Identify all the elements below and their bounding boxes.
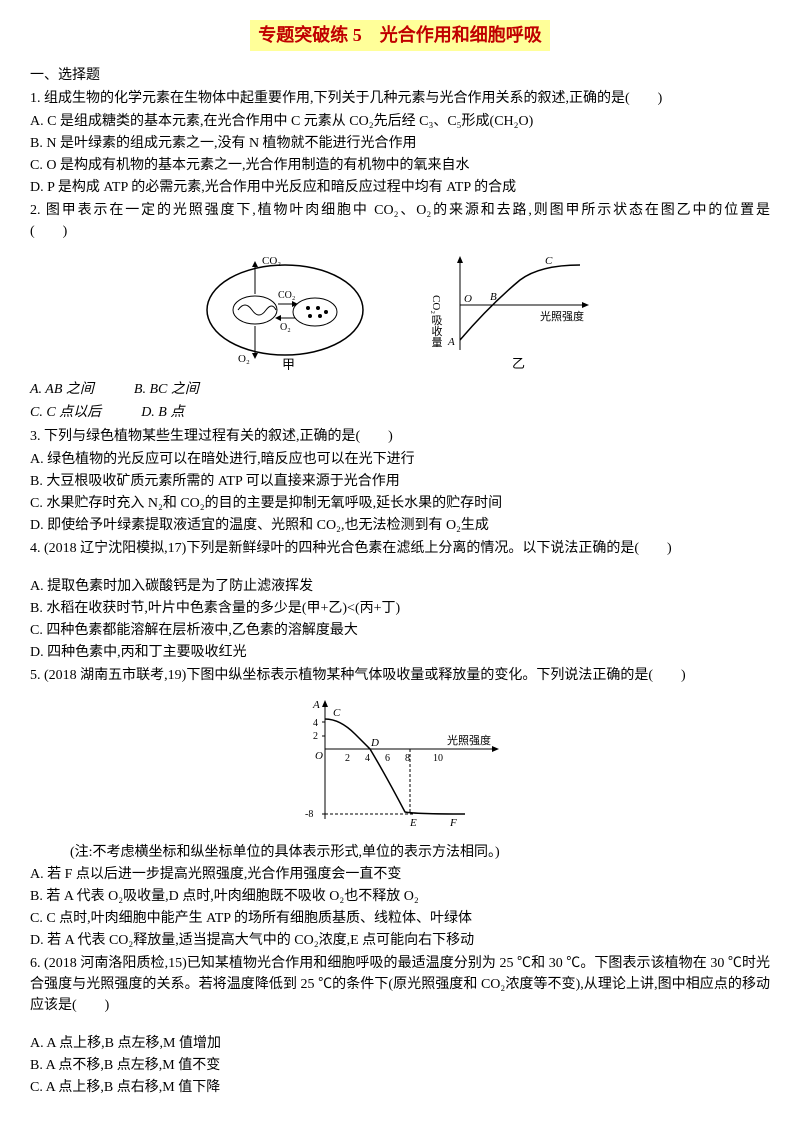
ptO: O [464,293,472,305]
o2-mid-label: O₂ [280,322,291,333]
ptA: A [447,336,455,348]
ptF: F [449,817,457,829]
q5-opt-d: D. 若 A 代表 CO₂释放量,适当提高大气中的 CO₂浓度,E 点可能向右下… [30,930,770,951]
q3-opt-a: A. 绿色植物的光反应可以在暗处进行,暗反应也可以在光下进行 [30,449,770,470]
q2-opt-a: A. AB 之间 [30,379,94,400]
section-header: 一、选择题 [30,65,770,86]
q3-opt-b: B. 大豆根吸收矿质元素所需的 ATP 可以直接来源于光合作用 [30,471,770,492]
q5-opt-c: C. C 点时,叶肉细胞中能产生 ATP 的场所有细胞质基质、线粒体、叶绿体 [30,908,770,929]
q1-opt-b: B. N 是叶绿素的组成元素之一,没有 N 植物就不能进行光合作用 [30,133,770,154]
ptE: E [409,817,417,829]
yaxis-label: CO₂吸收量 [430,295,443,347]
x4: 4 [365,753,370,764]
q2-diagram: CO₂ CO₂ O₂ O₂ 甲 CO₂吸收量 光照强度 A B C O 乙 [30,250,770,370]
q2-opt-c: C. C 点以后 [30,402,101,423]
q6-stem: 6. (2018 河南洛阳质检,15)已知某植物光合作用和细胞呼吸的最适温度分别… [30,953,770,1016]
ptD: D [370,737,379,749]
y4: 4 [313,718,318,729]
q2-diagram-right: CO₂吸收量 光照强度 A B C O 乙 [430,250,600,370]
q5-opt-b: B. 若 A 代表 O₂吸收量,D 点时,叶肉细胞既不吸收 O₂也不释放 O₂ [30,886,770,907]
xaxis-label: 光照强度 [540,309,584,323]
q1-opt-a: A. C 是组成糖类的基本元素,在光合作用中 C 元素从 CO₂先后经 C₃、C… [30,111,770,132]
ptB: B [490,291,497,303]
o2-bot-label: O₂ [238,353,250,365]
cap-left: 甲 [282,357,295,370]
page-title: 专题突破练 5 光合作用和细胞呼吸 [250,20,550,51]
q5-diagram: A 光照强度 4 2 -8 2 4 6 8 10 C D E F O [30,694,770,834]
q2-opt-d: D. B 点 [141,402,184,423]
x2: 2 [345,753,350,764]
y2: 2 [313,731,318,742]
x10: 10 [433,753,443,764]
q6-opt-a: A. A 点上移,B 点左移,M 值增加 [30,1033,770,1054]
q3-opt-d: D. 即使给予叶绿素提取液适宜的温度、光照和 CO₂,也无法检测到有 O₂生成 [30,515,770,536]
ptC: C [545,255,553,267]
q1-opt-c: C. O 是构成有机物的基本元素之一,光合作用制造的有机物中的氧来自水 [30,155,770,176]
x8: 8 [405,753,410,764]
ptC: C [333,707,341,719]
q5-ptO: O [315,750,323,762]
q5-note: (注:不考虑横坐标和纵坐标单位的具体表示形式,单位的表示方法相同。) [70,842,770,863]
q4-opt-a: A. 提取色素时加入碳酸钙是为了防止滤液挥发 [30,576,770,597]
q2-diagram-left: CO₂ CO₂ O₂ O₂ 甲 [200,250,370,370]
q4-opt-d: D. 四种色素中,丙和丁主要吸收红光 [30,642,770,663]
co2-mid-label: CO₂ [278,290,295,301]
q1-opt-d: D. P 是构成 ATP 的必需元素,光合作用中光反应和暗反应过程中均有 ATP… [30,177,770,198]
q3-opt-c: C. 水果贮存时充入 N₂和 CO₂的目的主要是抑制无氧呼吸,延长水果的贮存时间 [30,493,770,514]
q2-stem: 2. 图甲表示在一定的光照强度下,植物叶肉细胞中 CO₂、O₂的来源和去路,则图… [30,200,770,242]
q6-opt-c: C. A 点上移,B 点右移,M 值下降 [30,1077,770,1098]
ym8: -8 [305,809,313,820]
q4-opt-c: C. 四种色素都能溶解在层析液中,乙色素的溶解度最大 [30,620,770,641]
q6-opt-b: B. A 点不移,B 点左移,M 值不变 [30,1055,770,1076]
q5-opt-a: A. 若 F 点以后进一步提高光照强度,光合作用强度会一直不变 [30,864,770,885]
q3-stem: 3. 下列与绿色植物某些生理过程有关的叙述,正确的是( ) [30,426,770,447]
q5-xaxis: 光照强度 [447,733,491,747]
q2-opt-b: B. BC 之间 [134,379,199,400]
x6: 6 [385,753,390,764]
q1-stem: 1. 组成生物的化学元素在生物体中起重要作用,下列关于几种元素与光合作用关系的叙… [30,88,770,109]
q4-stem: 4. (2018 辽宁沈阳模拟,17)下列是新鲜绿叶的四种光合色素在滤纸上分离的… [30,538,770,559]
q5-yaxis: A [312,699,320,711]
q4-opt-b: B. 水稻在收获时节,叶片中色素含量的多少是(甲+乙)<(丙+丁) [30,598,770,619]
cap-right: 乙 [512,356,525,370]
co2-label: CO₂ [262,255,281,267]
q5-stem: 5. (2018 湖南五市联考,19)下图中纵坐标表示植物某种气体吸收量或释放量… [30,665,770,686]
